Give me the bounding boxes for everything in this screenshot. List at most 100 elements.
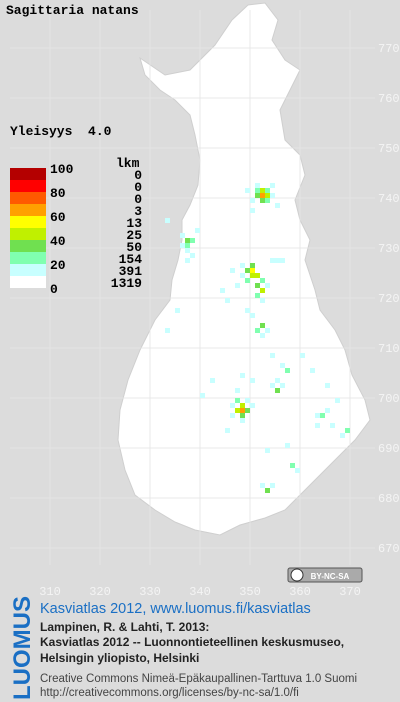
occurrence-cell bbox=[300, 353, 305, 358]
occurrence-cell bbox=[230, 413, 235, 418]
occurrence-cell bbox=[225, 298, 230, 303]
occurrence-cell bbox=[260, 323, 265, 328]
occurrence-cell bbox=[260, 188, 265, 193]
occurrence-cell bbox=[195, 228, 200, 233]
occurrence-cell bbox=[245, 278, 250, 283]
occurrence-cell bbox=[250, 378, 255, 383]
occurrence-cell bbox=[265, 448, 270, 453]
occurrence-cell bbox=[275, 378, 280, 383]
occurrence-cell bbox=[250, 198, 255, 203]
occurrence-cell bbox=[240, 373, 245, 378]
occurrence-cell bbox=[240, 403, 245, 408]
legend-count: 3 bbox=[134, 204, 142, 219]
occurrence-cell bbox=[265, 283, 270, 288]
y-tick-label: 770 bbox=[378, 42, 400, 56]
occurrence-cell bbox=[290, 463, 295, 468]
occurrence-cell bbox=[335, 398, 340, 403]
license: Creative Commons Nimeä-Epäkaupallinen-Ta… bbox=[40, 673, 357, 685]
occurrence-cell bbox=[325, 383, 330, 388]
occurrence-cell bbox=[255, 193, 260, 198]
legend-scale-label: 100 bbox=[50, 162, 74, 177]
legend-count: 0 bbox=[134, 168, 142, 183]
occurrence-cell bbox=[270, 193, 275, 198]
occurrence-cell bbox=[165, 328, 170, 333]
occurrence-cell bbox=[235, 398, 240, 403]
legend-count: 25 bbox=[126, 228, 142, 243]
legend-count: 1319 bbox=[111, 276, 142, 291]
logo: LUOMUS bbox=[9, 596, 36, 700]
occurrence-cell bbox=[260, 288, 265, 293]
occurrence-cell bbox=[245, 268, 250, 273]
occurrence-cell bbox=[230, 268, 235, 273]
occurrence-cell bbox=[240, 263, 245, 268]
occurrence-cell bbox=[330, 423, 335, 428]
x-tick-label: 320 bbox=[89, 585, 111, 599]
y-tick-label: 760 bbox=[378, 92, 400, 106]
legend-scale-label: 20 bbox=[50, 258, 66, 273]
occurrence-cell bbox=[240, 273, 245, 278]
occurrence-cell bbox=[255, 183, 260, 188]
occurrence-cell bbox=[255, 293, 260, 298]
legend-count: 13 bbox=[126, 216, 142, 231]
occurrence-cell bbox=[255, 283, 260, 288]
occurrence-cell bbox=[295, 468, 300, 473]
y-tick-label: 720 bbox=[378, 292, 400, 306]
badge-text: BY-NC-SA bbox=[311, 572, 350, 581]
legend-count: 154 bbox=[119, 252, 143, 267]
occurrence-cell bbox=[315, 423, 320, 428]
occurrence-cell bbox=[245, 188, 250, 193]
occurrence-cell bbox=[285, 443, 290, 448]
occurrence-cell bbox=[165, 218, 170, 223]
y-tick-label: 670 bbox=[378, 542, 400, 556]
legend-count: 0 bbox=[134, 180, 142, 195]
legend-swatch bbox=[10, 216, 46, 228]
occurrence-cell bbox=[275, 388, 280, 393]
legend-scale-label: 40 bbox=[50, 234, 66, 249]
y-tick-label: 710 bbox=[378, 342, 400, 356]
occurrence-cell bbox=[275, 258, 280, 263]
tick-labels: 310 320 330 340 350 360 3707707607507407307207… bbox=[39, 42, 399, 599]
occurrence-cell bbox=[280, 363, 285, 368]
grid-overlay bbox=[10, 10, 375, 565]
x-tick-label: 370 bbox=[339, 585, 361, 599]
x-tick-label: 350 bbox=[239, 585, 261, 599]
occurrence-cell bbox=[255, 273, 260, 278]
occurrence-cell bbox=[265, 198, 270, 203]
occurrence-cell bbox=[250, 313, 255, 318]
y-tick-label: 750 bbox=[378, 142, 400, 156]
x-tick-label: 330 bbox=[139, 585, 161, 599]
citation-line: Kasviatlas 2012 -- Luonnontieteellinen k… bbox=[40, 635, 344, 649]
occurrence-cell bbox=[325, 408, 330, 413]
occurrence-cell bbox=[210, 378, 215, 383]
occurrence-cell bbox=[200, 393, 205, 398]
occurrence-cell bbox=[220, 288, 225, 293]
occurrence-cell bbox=[260, 333, 265, 338]
occurrence-cell bbox=[260, 198, 265, 203]
occurrence-cell bbox=[265, 328, 270, 333]
occurrence-cell bbox=[190, 238, 195, 243]
x-tick-label: 340 bbox=[189, 585, 211, 599]
legend-swatch bbox=[10, 240, 46, 252]
legend-swatch bbox=[10, 192, 46, 204]
y-tick-label: 740 bbox=[378, 192, 400, 206]
occurrence-cell bbox=[265, 188, 270, 193]
legend-swatch bbox=[10, 168, 46, 180]
occurrence-cell bbox=[250, 208, 255, 213]
occurrence-cell bbox=[180, 243, 185, 248]
occurrence-cell bbox=[180, 233, 185, 238]
cc-icon bbox=[290, 568, 304, 582]
legend-scale-label: 60 bbox=[50, 210, 66, 225]
legend-swatch bbox=[10, 264, 46, 276]
frequency: Yleisyys 4.0 bbox=[10, 124, 112, 139]
occurrence-cell bbox=[255, 328, 260, 333]
occurrence-cell bbox=[260, 193, 265, 198]
occurrence-cell bbox=[260, 278, 265, 283]
y-tick-label: 690 bbox=[378, 442, 400, 456]
occurrence-cell bbox=[260, 483, 265, 488]
occurrence-cell bbox=[175, 308, 180, 313]
occurrence-cell bbox=[270, 483, 275, 488]
y-tick-label: 700 bbox=[378, 392, 400, 406]
legend-scale-label: 80 bbox=[50, 186, 66, 201]
occurrence-cell bbox=[255, 188, 260, 193]
